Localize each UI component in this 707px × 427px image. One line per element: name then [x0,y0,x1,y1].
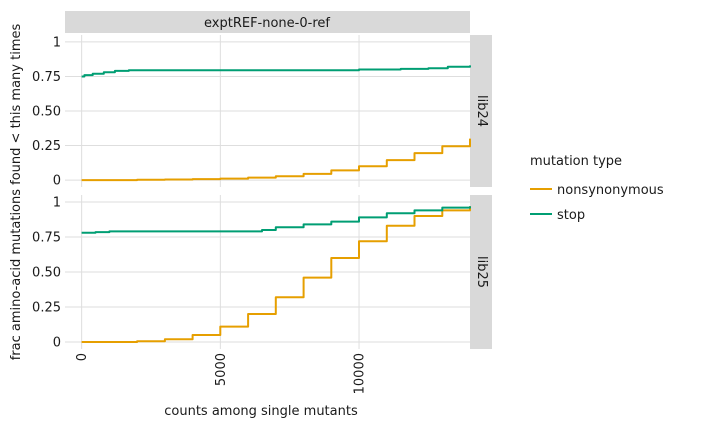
x-axis-title: counts among single mutants [164,404,358,419]
x-tick-label-2: 10000 [353,353,368,394]
y-tick-label-lib25-4: 1 [53,196,61,211]
y-tick-label-lib25-1: 0.25 [32,301,61,316]
panel-lib24-strip [470,35,492,187]
series-nonsynonymous-lib25 [81,206,471,343]
panel-lib25-label: lib25 [474,256,489,288]
y-tick-label-lib24-0: 0 [53,174,61,189]
series-stop-lib24 [81,65,471,78]
legend-label-nonsynonymous: nonsynonymous [557,183,664,198]
panel-lib24-label: lib24 [474,95,489,127]
x-tick-label-0: 0 [75,353,90,361]
y-tick-label-lib24-2: 0.50 [32,105,61,120]
facet-strip-top [65,11,470,33]
tick-layer: 0 0.25 0.50 0.75 1 0 0.25 0.50 0.75 1 0 5000 10000 [32,35,367,394]
x-tick-label-1: 5000 [214,353,229,386]
y-tick-label-lib25-3: 0.75 [32,231,61,246]
legend-title: mutation type [530,154,622,169]
y-tick-label-lib25-0: 0 [53,336,61,351]
series-stop-lib25 [81,206,471,234]
series-nonsynonymous-lib24 [81,138,471,182]
legend-label-stop: stop [557,208,585,223]
facet-title: exptREF-none-0-ref [204,16,330,31]
y-tick-label-lib25-2: 0.50 [32,266,61,281]
y-tick-label-lib24-4: 1 [53,35,61,50]
panel-lib25-strip [470,195,492,349]
y-axis-title: frac amino-acid mutations found < this m… [9,24,24,361]
series-layer [81,65,471,343]
y-tick-label-lib24-1: 0.25 [32,139,61,154]
y-tick-label-lib24-3: 0.75 [32,70,61,85]
